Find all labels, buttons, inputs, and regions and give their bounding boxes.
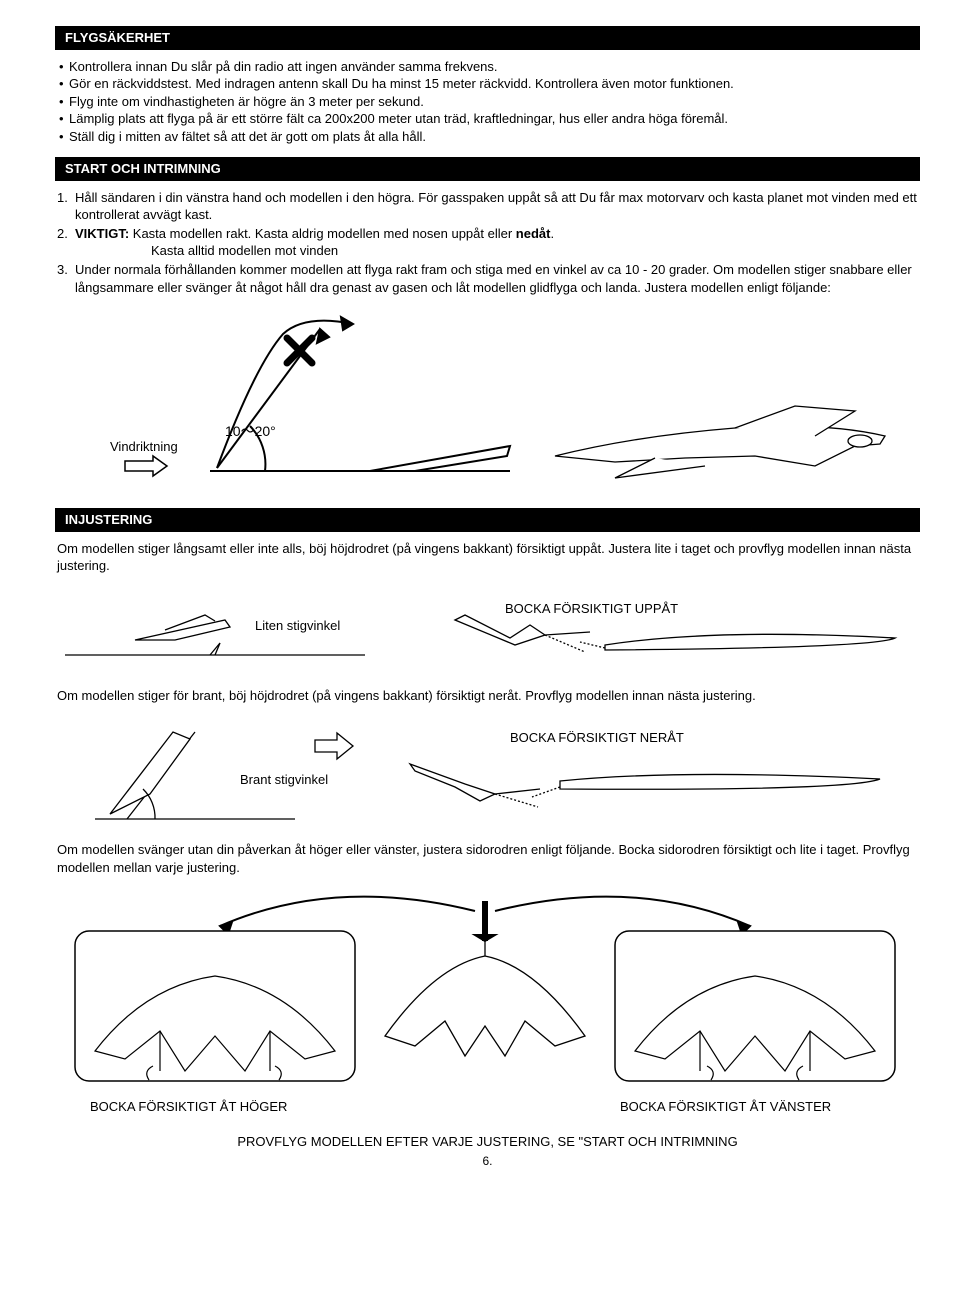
wind-label: Vindriktning xyxy=(110,439,178,454)
start-list: 1. Håll sändaren i din vänstra hand och … xyxy=(57,189,920,296)
bold-word: nedåt xyxy=(516,226,551,241)
adjust-paragraph-2: Om modellen stiger för brant, böj höjdro… xyxy=(57,687,918,705)
list-item: 1. Håll sändaren i din vänstra hand och … xyxy=(57,189,920,224)
item-text: Håll sändaren i din vänstra hand och mod… xyxy=(75,190,917,223)
angle-label: 10～20° xyxy=(225,423,276,439)
text: . xyxy=(550,226,554,241)
item-text: VIKTIGT: Kasta modellen rakt. Kasta aldr… xyxy=(75,226,554,241)
diagram-bend-down: Brant stigvinkel BOCKA FÖRSIKTIGT NERÅT xyxy=(55,714,920,829)
bullet: Ställ dig i mitten av fältet så att det … xyxy=(59,128,920,146)
bold-label: VIKTIGT: xyxy=(75,226,129,241)
item-number: 2. xyxy=(57,225,68,243)
adjust-paragraph-3: Om modellen svänger utan din påverkan åt… xyxy=(57,841,918,876)
section-header-safety: FLYGSÄKERHET xyxy=(55,26,920,50)
item-text: Under normala förhållanden kommer modell… xyxy=(75,262,912,295)
label-left: Liten stigvinkel xyxy=(255,618,340,633)
bullet: Flyg inte om vindhastigheten är högre än… xyxy=(59,93,920,111)
diagram-bend-up: Liten stigvinkel BOCKA FÖRSIKTIGT UPPÅT xyxy=(55,585,920,675)
bullet: Gör en räckviddstest. Med indragen anten… xyxy=(59,75,920,93)
page-number: 6. xyxy=(55,1153,920,1169)
label-left: Brant stigvinkel xyxy=(240,772,328,787)
diagram-rudder: BOCKA FÖRSIKTIGT ÅT HÖGER BOCKA FÖRSIKTI… xyxy=(55,886,920,1121)
label-right: BOCKA FÖRSIKTIGT UPPÅT xyxy=(505,601,678,616)
label-right: BOCKA FÖRSIKTIGT ÅT VÄNSTER xyxy=(620,1099,831,1114)
footer-text: PROVFLYG MODELLEN EFTER VARJE JUSTERING,… xyxy=(55,1133,920,1151)
label-right: BOCKA FÖRSIKTIGT NERÅT xyxy=(510,730,684,745)
adjust-paragraph-1: Om modellen stiger långsamt eller inte a… xyxy=(57,540,918,575)
item-number: 1. xyxy=(57,189,68,207)
bullet: Kontrollera innan Du slår på din radio a… xyxy=(59,58,920,76)
section-header-adjust: INJUSTERING xyxy=(55,508,920,532)
section-header-start: START OCH INTRIMNING xyxy=(55,157,920,181)
label-left: BOCKA FÖRSIKTIGT ÅT HÖGER xyxy=(90,1099,287,1114)
list-item: 3. Under normala förhållanden kommer mod… xyxy=(57,261,920,296)
item-number: 3. xyxy=(57,261,68,279)
text: Kasta modellen rakt. Kasta aldrig modell… xyxy=(129,226,516,241)
indented-line: Kasta alltid modellen mot vinden xyxy=(75,242,920,260)
safety-bullets: Kontrollera innan Du slår på din radio a… xyxy=(59,58,920,146)
bullet: Lämplig plats att flyga på är ett större… xyxy=(59,110,920,128)
list-item: 2. VIKTIGT: Kasta modellen rakt. Kasta a… xyxy=(57,225,920,260)
diagram-launch-angle: Vindriktning 10～20° xyxy=(55,306,920,496)
